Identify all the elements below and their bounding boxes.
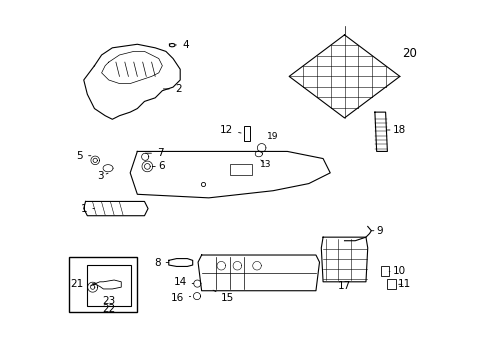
Text: 23: 23 (102, 296, 115, 306)
Text: 13: 13 (259, 160, 271, 169)
Text: 6: 6 (152, 161, 164, 171)
Text: 11: 11 (397, 279, 410, 289)
Text: 20: 20 (401, 47, 416, 60)
Text: 7: 7 (145, 148, 163, 158)
Bar (380, 266, 388, 276)
Text: 12: 12 (220, 125, 241, 135)
Text: 21: 21 (70, 279, 83, 289)
Text: 19: 19 (266, 132, 278, 141)
Bar (69, 257, 137, 312)
Text: 9: 9 (370, 226, 383, 236)
Text: 3: 3 (97, 171, 108, 181)
Text: 22: 22 (102, 303, 115, 314)
Text: 5: 5 (76, 151, 91, 161)
Text: 15: 15 (213, 290, 234, 302)
Text: 16: 16 (170, 293, 190, 303)
Text: 4: 4 (175, 40, 188, 50)
Text: 1: 1 (81, 203, 94, 213)
Bar (86, 265, 131, 306)
Text: 10: 10 (388, 266, 405, 276)
Bar (244, 126, 250, 141)
Text: 2: 2 (163, 84, 181, 94)
Bar (386, 279, 395, 289)
Text: 14: 14 (173, 277, 193, 287)
Text: 18: 18 (386, 125, 405, 135)
Bar (230, 164, 251, 175)
Text: 8: 8 (154, 257, 168, 267)
Text: 17: 17 (337, 281, 350, 291)
